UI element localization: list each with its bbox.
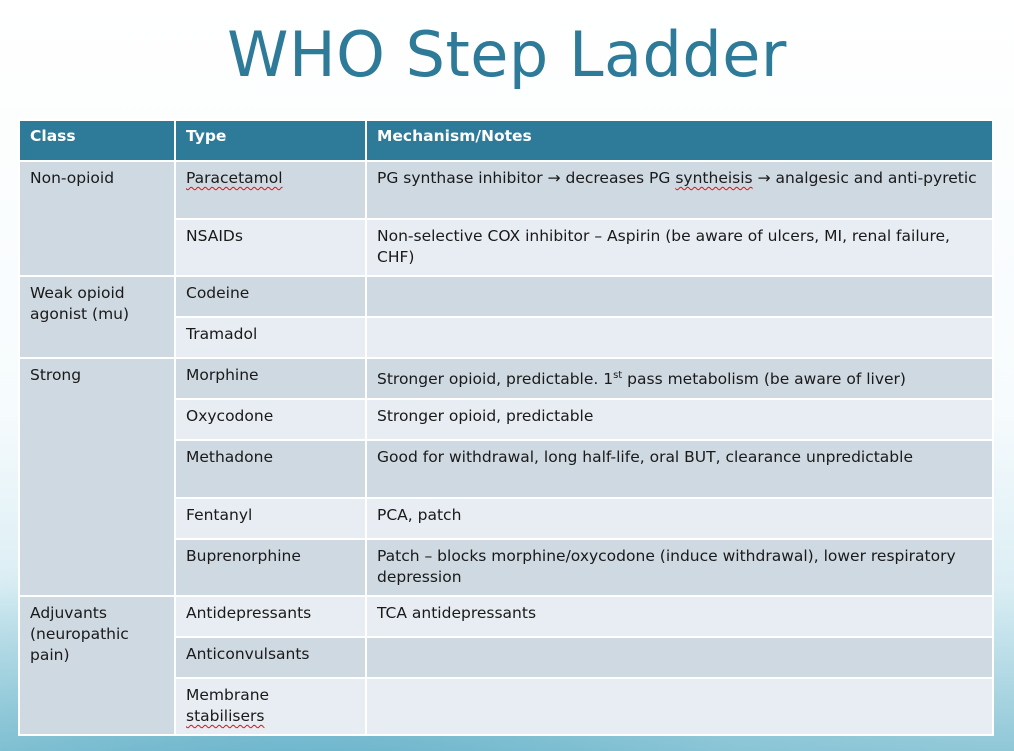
type-label: Paracetamol <box>186 169 283 187</box>
notes-text: PG synthase inhibitor → decreases PG <box>377 169 676 187</box>
table-row: Buprenorphine Patch – blocks morphine/ox… <box>19 538 994 597</box>
type-cell: Methadone <box>174 439 367 499</box>
notes-cell: TCA antidepressants <box>365 595 994 638</box>
notes-text-misspelled: syntheisis <box>675 169 753 187</box>
table-row: Tramadol <box>19 316 994 359</box>
notes-text: → analgesic and anti-pyretic <box>752 169 977 187</box>
class-cell-weak: Weak opioid agonist (mu) <box>18 275 176 359</box>
header-type: Type <box>174 119 367 162</box>
type-cell: Morphine <box>174 357 367 400</box>
type-label: Membrane <box>186 686 270 704</box>
class-cell-adjuvants: Adjuvants (neuropathic pain) <box>18 595 176 736</box>
table-row: Anticonvulsants <box>19 636 994 679</box>
type-cell: Codeine <box>174 275 367 318</box>
notes-cell: Patch – blocks morphine/oxycodone (induc… <box>365 538 994 597</box>
type-cell: Fentanyl <box>174 497 367 540</box>
superscript: st <box>613 370 623 381</box>
notes-text: pass metabolism (be aware of liver) <box>622 370 906 389</box>
notes-cell <box>365 636 994 679</box>
type-cell: Antidepressants <box>174 595 367 638</box>
type-cell: Oxycodone <box>174 398 367 441</box>
notes-cell <box>365 316 994 359</box>
class-cell-nonopioid: Non-opioid <box>18 160 176 277</box>
table-row: Strong Morphine Stronger opioid, predict… <box>18 357 994 597</box>
table-row: Methadone Good for withdrawal, long half… <box>19 439 994 499</box>
type-cell: Buprenorphine <box>174 538 367 597</box>
table-row: Oxycodone Stronger opioid, predictable <box>19 398 994 441</box>
slide-title: WHO Step Ladder <box>227 18 787 91</box>
table-row: Membrane stabilisers <box>19 677 994 736</box>
notes-text: Stronger opioid, predictable. 1 <box>377 370 614 389</box>
notes-cell <box>365 275 994 318</box>
table-row: NSAIDs Non-selective COX inhibitor – Asp… <box>19 218 994 277</box>
table-row: Non-opioid Paracetamol PG synthase inhib… <box>18 160 994 277</box>
type-cell: NSAIDs <box>174 218 367 277</box>
type-cell: Membrane stabilisers <box>174 677 367 736</box>
notes-cell: Stronger opioid, predictable. 1st pass m… <box>365 357 994 400</box>
table-row: Fentanyl PCA, patch <box>19 497 994 540</box>
type-cell: Tramadol <box>174 316 367 359</box>
notes-cell: Stronger opioid, predictable <box>365 398 994 441</box>
header-class: Class <box>18 119 176 162</box>
notes-cell: Good for withdrawal, long half-life, ora… <box>365 439 994 499</box>
notes-cell <box>365 677 994 736</box>
who-ladder-table: Class Type Mechanism/Notes Non-opioid Pa… <box>18 119 994 736</box>
header-notes: Mechanism/Notes <box>365 119 994 162</box>
table-row: Adjuvants (neuropathic pain) Antidepress… <box>18 595 994 736</box>
type-cell: Paracetamol <box>174 160 367 220</box>
class-cell-strong: Strong <box>18 357 176 597</box>
type-cell: Anticonvulsants <box>174 636 367 679</box>
type-label-misspelled: stabilisers <box>186 707 265 725</box>
table-row: Weak opioid agonist (mu) Codeine <box>18 275 994 359</box>
notes-cell: PG synthase inhibitor → decreases PG syn… <box>365 160 994 220</box>
notes-cell: PCA, patch <box>365 497 994 540</box>
notes-cell: Non-selective COX inhibitor – Aspirin (b… <box>365 218 994 277</box>
table-header-row: Class Type Mechanism/Notes <box>18 119 994 162</box>
